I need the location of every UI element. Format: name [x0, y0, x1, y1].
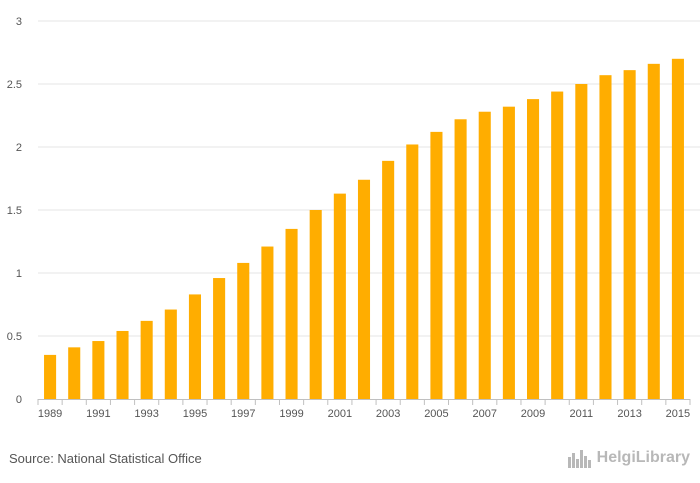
bar-1998[interactable] — [261, 246, 274, 399]
bar-2006[interactable] — [454, 119, 467, 399]
bar-2007[interactable] — [478, 111, 491, 399]
bar-1994[interactable] — [164, 309, 177, 399]
x-tick-label: 1993 — [134, 408, 158, 420]
bar-1995[interactable] — [188, 294, 201, 399]
bar-1992[interactable] — [116, 330, 129, 399]
bar-chart: 0 0.5 1 1.5 2 2.5 3 1989 1991 1993 1995 1997 1999 20… — [7, 16, 700, 420]
x-tick-label: 1995 — [183, 408, 207, 420]
y-tick-label: 2 — [16, 142, 22, 154]
bar-2009[interactable] — [527, 99, 540, 400]
x-tick-label: 1991 — [86, 408, 110, 420]
helgi-skyline-icon — [567, 450, 591, 468]
x-tick-label: 2003 — [376, 408, 400, 420]
x-tick-label: 2013 — [617, 408, 641, 420]
y-tick-label: 2.5 — [7, 79, 22, 91]
bar-1990[interactable] — [68, 347, 81, 399]
x-axis — [37, 399, 691, 405]
x-tick-label: 1989 — [38, 408, 62, 420]
bar-2011[interactable] — [575, 84, 588, 399]
y-tick-label: 1.5 — [7, 205, 22, 217]
x-tick-label: 2001 — [328, 408, 352, 420]
y-tick-label: 3 — [16, 16, 22, 28]
bar-2010[interactable] — [551, 91, 564, 399]
y-tick-label: 0 — [16, 394, 22, 406]
bar-2014[interactable] — [647, 63, 660, 400]
bar-1991[interactable] — [92, 341, 105, 399]
x-tick-label: 2007 — [472, 408, 496, 420]
x-axis-ticks: 1989 1991 1993 1995 1997 1999 2001 2003 2005 2007… — [38, 408, 690, 420]
bar-2015[interactable] — [671, 58, 684, 400]
bar-2013[interactable] — [623, 70, 636, 399]
y-tick-label: 1 — [16, 268, 22, 280]
bar-2008[interactable] — [502, 106, 515, 400]
bar-2000[interactable] — [309, 210, 322, 399]
y-axis-ticks: 0 0.5 1 1.5 2 2.5 3 — [7, 16, 22, 406]
x-tick-label: 2009 — [521, 408, 545, 420]
source-note: Source: National Statistical Office — [9, 451, 202, 466]
x-tick-label: 2011 — [570, 408, 594, 420]
brand-logo[interactable]: HelgiLibrary — [567, 448, 690, 468]
x-tick-label: 1997 — [231, 408, 255, 420]
bar-2005[interactable] — [430, 131, 443, 399]
x-tick-label: 2015 — [666, 408, 690, 420]
bars — [44, 58, 684, 400]
chart-footer: Source: National Statistical Office Helg… — [0, 440, 700, 483]
bar-2004[interactable] — [406, 144, 419, 399]
y-tick-label: 0.5 — [7, 331, 22, 343]
bar-2003[interactable] — [382, 160, 395, 399]
bar-1996[interactable] — [213, 278, 226, 399]
brand-name: HelgiLibrary — [596, 449, 690, 466]
bar-1997[interactable] — [237, 262, 250, 399]
bar-1999[interactable] — [285, 228, 298, 399]
x-tick-label: 2005 — [424, 408, 448, 420]
bar-1993[interactable] — [140, 320, 153, 399]
x-tick-label: 1999 — [279, 408, 303, 420]
bar-2012[interactable] — [599, 75, 612, 400]
bar-2001[interactable] — [333, 193, 346, 399]
bar-1989[interactable] — [44, 354, 57, 399]
bar-2002[interactable] — [357, 179, 371, 399]
